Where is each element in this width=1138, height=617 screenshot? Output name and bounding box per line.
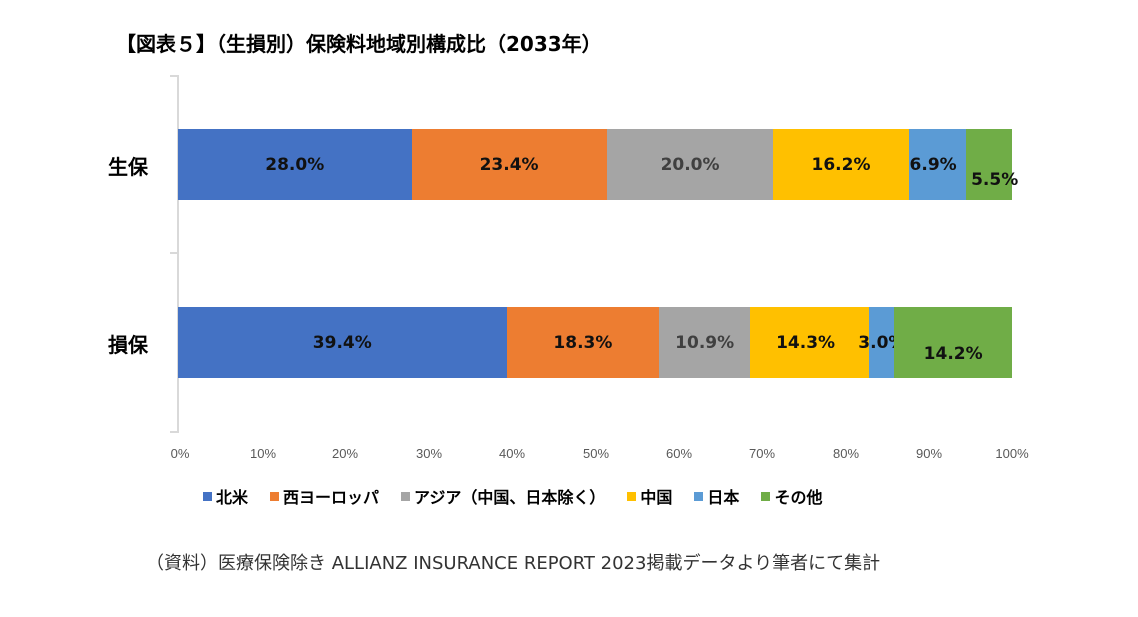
legend-item-japan: 日本 [694,484,739,508]
segment-other: 14.2% [894,307,1012,378]
segment-asia: 10.9% [659,307,751,378]
segment-asia: 20.0% [606,129,774,200]
segment-japan: 3.0% [858,307,905,378]
data-label: 5.5% [971,170,1019,190]
data-label: 20.0% [660,154,720,175]
y-axis-tick [170,431,178,433]
segment-western-europe: 18.3% [506,307,660,378]
legend-swatch-icon [694,491,704,501]
legend-item-western-europe: 西ヨーロッパ [270,484,379,508]
legend: 北米 西ヨーロッパ アジア（中国、日本除く） 中国 日本 その他 [203,484,844,508]
legend-item-asia: アジア（中国、日本除く） [401,484,605,508]
data-label: 14.2% [923,344,983,364]
legend-label: 中国 [640,488,673,507]
legend-label: 日本 [707,488,740,507]
x-tick-label: 10% [249,446,277,461]
legend-swatch-icon [761,491,771,501]
data-label: 3.0% [858,332,906,353]
segment-china: 16.2% [773,129,909,200]
segment-other: 5.5% [966,129,1018,200]
legend-label: アジア（中国、日本除く） [414,488,606,507]
x-tick-label: 50% [582,446,610,461]
category-label-life: 生保 [108,155,148,179]
data-label: 23.4% [479,154,539,175]
segment-north-america: 39.4% [178,307,507,378]
legend-label: その他 [774,488,823,507]
legend-item-other: その他 [761,484,822,508]
bar-life: 28.0% 23.4% 20.0% 16.2% 6.9% 5.5% [178,129,1018,200]
category-label-nonlife: 損保 [108,333,148,357]
legend-label: 西ヨーロッパ [283,488,380,507]
y-axis-tick [170,252,178,254]
segment-japan: 6.9% [908,129,967,200]
bar-nonlife: 39.4% 18.3% 10.9% 14.3% 3.0% 14.2% [178,307,1012,378]
data-label: 16.2% [811,154,871,175]
x-tick-label: 30% [415,446,443,461]
y-axis-line [177,75,179,433]
x-tick-label: 0% [170,446,190,461]
legend-swatch-icon [401,491,411,501]
chart-title: 【図表５】（生損別）保険料地域別構成比（2033年） [116,32,602,56]
data-label: 39.4% [312,332,372,353]
legend-swatch-icon [203,491,212,501]
data-label: 6.9% [909,154,957,175]
x-tick-label: 100% [995,446,1029,461]
x-tick-label: 60% [665,446,693,461]
segment-western-europe: 23.4% [411,129,607,200]
segment-north-america: 28.0% [178,129,412,200]
data-label: 18.3% [553,332,613,353]
x-tick-label: 70% [748,446,776,461]
data-label: 14.3% [776,332,836,353]
legend-swatch-icon [627,491,637,501]
legend-label: 北米 [216,488,249,507]
x-tick-label: 20% [331,446,359,461]
segment-china: 14.3% [750,307,870,378]
data-label: 28.0% [265,154,325,175]
y-axis-tick [170,75,178,77]
data-label: 10.9% [675,332,735,353]
legend-item-china: 中国 [627,484,672,508]
x-tick-label: 40% [498,446,526,461]
source-note: （資料）医療保険除き ALLIANZ INSURANCE REPORT 2023… [146,553,881,574]
x-tick-label: 80% [832,446,860,461]
legend-item-north-america: 北米 [203,484,248,508]
x-tick-label: 90% [915,446,943,461]
legend-swatch-icon [270,491,280,501]
